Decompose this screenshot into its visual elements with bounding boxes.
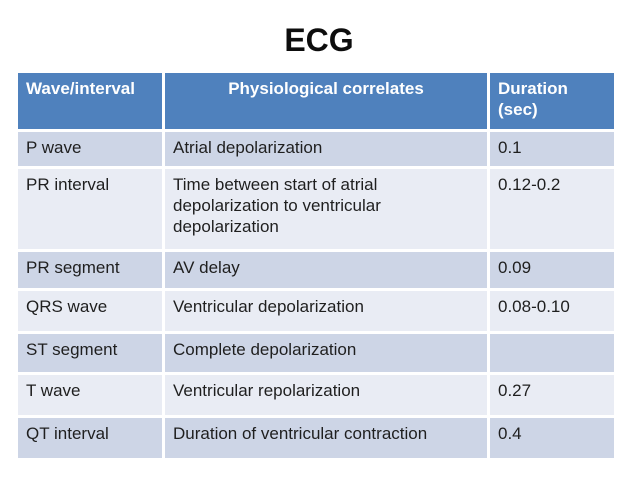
cell-correlate: Ventricular repolarization [165,375,487,415]
cell-correlate: AV delay [165,252,487,288]
cell-correlate: Time between start of atrial depolarizat… [165,169,487,249]
cell-wave: T wave [18,375,162,415]
cell-correlate: Atrial depolarization [165,132,487,166]
table-row-t-wave: T wave Ventricular repolarization 0.27 [18,375,614,415]
column-header-duration-sec: Duration (sec) [490,73,614,129]
table-body: P wave Atrial depolarization 0.1 PR inte… [18,132,614,458]
table-row-qrs-wave: QRS wave Ventricular depolarization 0.08… [18,291,614,331]
cell-duration [490,334,614,372]
header-row: Wave/interval Physiological correlates D… [18,73,614,129]
cell-correlate: Ventricular depolarization [165,291,487,331]
cell-wave: QT interval [18,418,162,458]
table-row-qt-interval: QT interval Duration of ventricular cont… [18,418,614,458]
cell-duration: 0.08-0.10 [490,291,614,331]
cell-duration: 0.27 [490,375,614,415]
cell-wave: ST segment [18,334,162,372]
table-row-pr-segment: PR segment AV delay 0.09 [18,252,614,288]
table-row-pr-interval: PR interval Time between start of atrial… [18,169,614,249]
page-title: ECG [284,22,354,58]
cell-correlate: Duration of ventricular contraction [165,418,487,458]
column-header-physiological-correlates: Physiological correlates [165,73,487,129]
cell-duration: 0.1 [490,132,614,166]
cell-duration: 0.4 [490,418,614,458]
column-header-wave-interval: Wave/interval [18,73,162,129]
table-row-st-segment: ST segment Complete depolarization [18,334,614,372]
table-header: Wave/interval Physiological correlates D… [18,73,614,129]
cell-duration: 0.12-0.2 [490,169,614,249]
cell-wave: PR interval [18,169,162,249]
table-row-p-wave: P wave Atrial depolarization 0.1 [18,132,614,166]
cell-wave: PR segment [18,252,162,288]
ecg-table-container: Wave/interval Physiological correlates D… [15,70,617,461]
cell-correlate: Complete depolarization [165,334,487,372]
cell-duration: 0.09 [490,252,614,288]
ecg-table: Wave/interval Physiological correlates D… [15,70,617,461]
cell-wave: P wave [18,132,162,166]
cell-wave: QRS wave [18,291,162,331]
